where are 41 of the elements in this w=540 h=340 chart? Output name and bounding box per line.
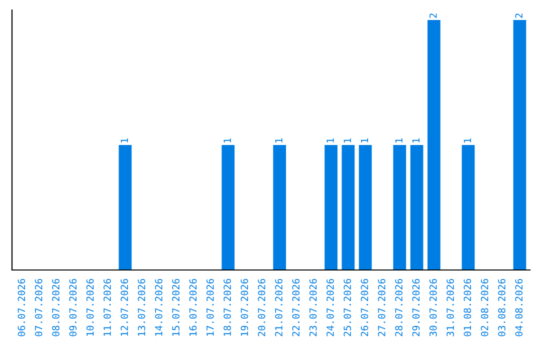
data-label: 1 xyxy=(120,138,128,142)
x-tick-label: 27.07.2026 xyxy=(378,278,386,336)
x-tick-label: 13.07.2026 xyxy=(138,278,146,336)
x-tick-label: 06.07.2026 xyxy=(18,278,26,336)
x-tick-label: 15.07.2026 xyxy=(172,278,180,336)
x-tick-label: 01.08.2026 xyxy=(464,278,472,336)
data-label: 1 xyxy=(326,138,334,142)
data-label: 2 xyxy=(515,14,522,18)
x-tick-label: 30.07.2026 xyxy=(429,278,437,336)
x-tick-label: 10.07.2026 xyxy=(86,278,94,336)
x-tick-label: 04.08.2026 xyxy=(515,278,523,336)
x-tick-label: 02.08.2026 xyxy=(480,278,488,336)
x-tick-label: 21.07.2026 xyxy=(275,278,282,336)
x-tick-label: 08.07.2026 xyxy=(52,278,60,336)
x-tick-label: 19.07.2026 xyxy=(240,278,248,336)
x-tick-label: 31.07.2026 xyxy=(446,278,454,336)
x-tick-label: 22.07.2026 xyxy=(292,278,300,336)
data-label: 1 xyxy=(224,138,231,142)
x-tick-label: 20.07.2026 xyxy=(258,278,266,336)
data-label: 1 xyxy=(344,138,351,142)
x-tick-label: 16.07.2026 xyxy=(189,278,197,336)
data-label: 1 xyxy=(464,138,471,142)
x-tick-label: 24.07.2026 xyxy=(326,278,334,336)
x-tick-label: 25.07.2026 xyxy=(344,278,352,336)
data-label: 1 xyxy=(360,138,368,142)
x-tick-label: 18.07.2026 xyxy=(224,278,231,336)
x-tick-label: 17.07.2026 xyxy=(206,278,214,336)
x-tick-label: 11.07.2026 xyxy=(104,278,111,336)
x-tick-label: 29.07.2026 xyxy=(412,278,420,336)
x-tick-label: 28.07.2026 xyxy=(395,278,402,336)
x-tick-label: 23.07.2026 xyxy=(309,278,317,336)
data-label: 1 xyxy=(275,138,282,142)
x-tick-label: 07.07.2026 xyxy=(34,278,42,336)
data-label: 1 xyxy=(395,138,402,142)
x-tick-label: 14.07.2026 xyxy=(155,278,162,336)
x-tick-label: 03.08.2026 xyxy=(498,278,506,336)
x-tick-label: 26.07.2026 xyxy=(360,278,368,336)
x-tick-label: 09.07.2026 xyxy=(69,278,77,336)
x-tick-label: 12.07.2026 xyxy=(120,278,128,336)
data-label: 1 xyxy=(412,138,420,142)
data-label: 2 xyxy=(429,14,437,18)
